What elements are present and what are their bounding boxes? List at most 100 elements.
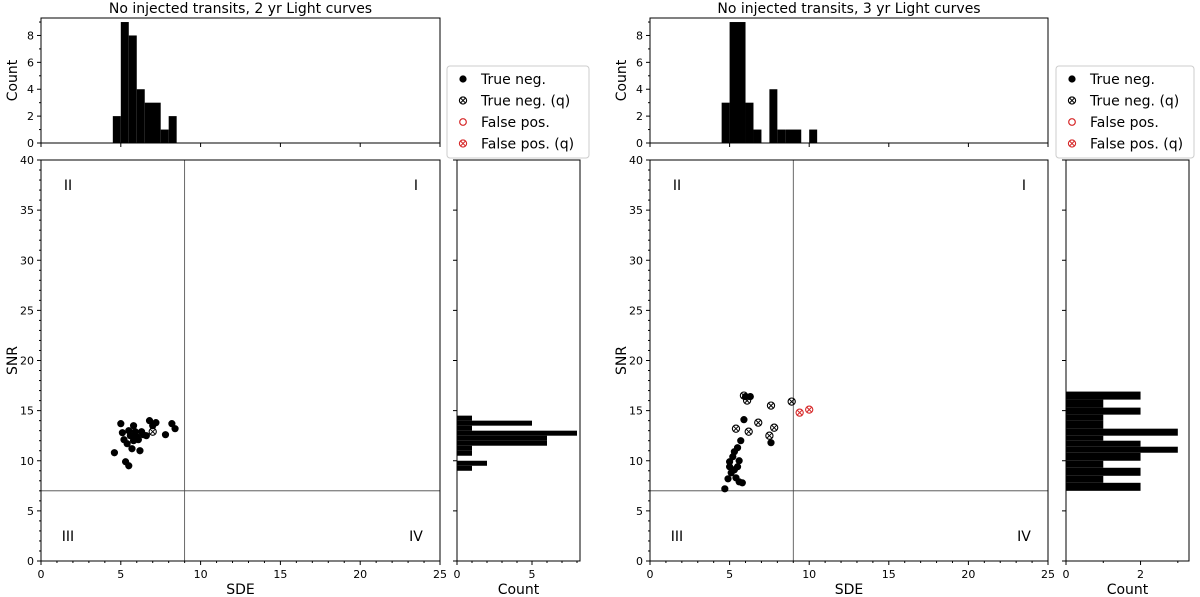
chart1-data-point <box>110 449 119 457</box>
chart2-title: No injected transits, 3 yr Light curves <box>717 1 980 17</box>
chart1-legend-marker <box>458 139 468 148</box>
chart2-data-point <box>770 423 779 432</box>
chart2-data-point <box>737 437 745 445</box>
chart2-data-point <box>733 463 742 471</box>
chart2-top-hist-bar <box>777 129 786 143</box>
chart2-top-hist-bar <box>753 129 762 143</box>
chart2-xtick-label: 25 <box>1041 568 1055 581</box>
chart1-data-point <box>129 422 138 430</box>
chart1-ytick-label: 15 <box>20 405 34 418</box>
chart1-ytick-label: 10 <box>20 455 34 468</box>
chart2-data-point <box>744 427 753 436</box>
chart2-right-hist-bar <box>1066 467 1141 476</box>
chart2-data-point <box>765 431 774 440</box>
chart2-data-point-ring <box>805 405 814 414</box>
chart2-ylabel: SNR <box>614 346 630 375</box>
chart2-right-xtick-label: 2 <box>1137 568 1144 581</box>
chart2-data-point-ring <box>795 408 804 417</box>
chart2-legend-label: False pos. (q) <box>1090 137 1183 153</box>
chart1-right-hist-bar <box>457 445 472 451</box>
chart2-legend-marker <box>1067 96 1077 105</box>
chart2-data-point <box>766 401 776 410</box>
chart1-top-hist-frame <box>40 17 441 144</box>
chart2-xtick-label: 10 <box>802 568 816 581</box>
chart1-quadrant-II: II <box>64 178 72 194</box>
chart2-right-hist-bar <box>1066 435 1104 441</box>
chart2-top-ylabel: Count <box>614 59 630 101</box>
chart2-quadrant-II: II <box>673 178 681 194</box>
chart1-data-point <box>125 462 133 470</box>
chart1-top-hist-bar <box>144 102 161 143</box>
chart2-top-hist-bar <box>745 102 754 143</box>
chart2-data-point <box>795 408 804 417</box>
chart2-right-hist-bar <box>1066 399 1104 408</box>
chart2-data-point-cross <box>788 398 795 405</box>
chart1-right-hist-bar <box>457 415 472 421</box>
chart1-title: No injected transits, 2 yr Light curves <box>109 1 372 17</box>
chart2-right-hist-bar <box>1066 482 1141 491</box>
chart1-top-hist-bar <box>136 89 145 143</box>
chart2-ytick-label: 10 <box>629 455 643 468</box>
chart2-xtick-label: 0 <box>647 568 654 581</box>
chart2-data-point-ring <box>742 396 752 405</box>
chart2-data-point <box>740 416 748 424</box>
chart2-legend-label: False pos. <box>1090 115 1159 131</box>
chart2-top-hist-bar <box>809 129 818 143</box>
chart1-right-hist-bar <box>457 460 487 466</box>
chart1-quadrant-I: I <box>414 178 418 194</box>
chart1-legend-marker-ring <box>458 139 468 148</box>
chart2-top-hist-frame <box>649 17 1049 144</box>
chart2-top-ytick-label: 2 <box>636 110 643 123</box>
chart1-right-hist-bar <box>457 435 547 441</box>
chart1-legend-label: True neg. <box>480 72 546 88</box>
chart1-top-hist-bar <box>168 116 177 143</box>
chart2-right-xlabel: Count <box>1107 582 1149 597</box>
chart2-data-point-ring <box>754 418 763 427</box>
chart2-legend-marker-ring <box>1067 96 1077 105</box>
chart1-data-point-cross <box>149 428 156 435</box>
chart2-data-point-ring <box>744 427 753 436</box>
chart1-xtick-label: 20 <box>353 568 367 581</box>
chart1-legend-marker-cross <box>460 140 466 147</box>
chart2-data-point <box>787 397 796 406</box>
chart2-top-hist-bar <box>769 89 778 143</box>
chart2-data-point-cross <box>766 432 773 439</box>
chart2-right-hist-bar <box>1066 391 1141 400</box>
chart1-top-ylabel: Count <box>5 59 21 101</box>
chart2-top-hist-bar <box>785 129 802 143</box>
chart2-ytick-label: 20 <box>629 355 643 368</box>
chart1-xtick-label: 25 <box>433 568 447 581</box>
chart2-data-point <box>767 439 775 447</box>
chart1-data-point <box>123 440 131 448</box>
chart1-quadrant-IV: IV <box>409 529 423 545</box>
chart1-xtick-label: 0 <box>38 568 45 581</box>
chart2-data-point <box>738 479 746 487</box>
chart1-legend-marker <box>458 96 468 105</box>
chart1-data-point <box>171 425 179 433</box>
chart1-right-hist-bar <box>457 440 547 446</box>
chart2-ytick-label: 15 <box>629 405 643 418</box>
chart1-ytick-label: 30 <box>20 254 34 267</box>
chart2-xtick-label: 5 <box>726 568 733 581</box>
chart1-legend-label: True neg. (q) <box>480 94 570 110</box>
chart2-ytick-label: 30 <box>629 254 643 267</box>
chart1-legend-label: False pos. <box>481 115 550 131</box>
chart1-right-xtick-label: 0 <box>454 568 461 581</box>
chart2-data-point <box>731 424 741 433</box>
chart2-data-point-ring <box>765 431 774 440</box>
chart2-ytick-label: 5 <box>636 505 643 518</box>
chart2-top-ytick-label: 0 <box>636 137 643 150</box>
chart2-top-hist-bar <box>729 22 746 143</box>
chart2-right-hist-bar <box>1066 475 1104 483</box>
chart1-legend-marker <box>459 75 467 83</box>
chart2-data-point <box>721 485 729 493</box>
chart2-right-hist-bar <box>1066 407 1141 415</box>
chart1-right-hist-bar <box>457 430 577 436</box>
chart2-legend-marker <box>1068 75 1076 83</box>
chart2-xlabel: SDE <box>835 582 864 597</box>
chart2-data-point-cross <box>796 409 803 416</box>
chart1-right-hist-bar <box>457 465 472 471</box>
chart2-legend-marker <box>1068 118 1076 126</box>
chart2-top-ytick-label: 6 <box>636 56 643 69</box>
